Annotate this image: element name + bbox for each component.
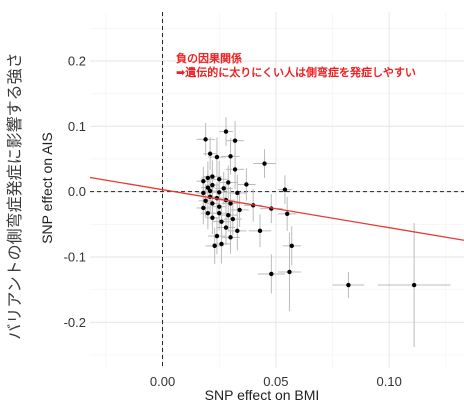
data-point: [282, 187, 288, 192]
data-point: [285, 211, 290, 217]
y-tick-label: 0.2: [68, 53, 86, 68]
plot-panel: [90, 12, 464, 368]
data-point: [221, 186, 226, 191]
data-point: [219, 219, 224, 224]
x-tick-label: 0.00: [150, 374, 175, 389]
y-tick-label: 0.0: [68, 184, 86, 199]
data-point: [214, 233, 220, 239]
data-point: [257, 228, 263, 234]
data-point: [203, 137, 208, 142]
y-tick-label: 0.1: [68, 119, 86, 134]
data-point: [205, 175, 211, 181]
data-point: [223, 225, 229, 230]
x-tick-label: 0.10: [377, 374, 402, 389]
regression-line: [89, 176, 464, 241]
data-point: [346, 282, 351, 288]
data-point: [203, 198, 208, 203]
data-point: [228, 201, 233, 206]
data-point: [228, 235, 233, 240]
data-point: [226, 180, 231, 185]
data-point: [210, 215, 215, 220]
data-point: [232, 138, 238, 143]
data-point: [289, 243, 294, 249]
x-axis-title: SNP effect on BMI: [205, 387, 320, 403]
data-point: [226, 212, 231, 218]
x-tick-label: 0.05: [263, 374, 288, 389]
data-point: [235, 228, 240, 234]
annotation-line-1: 負の因果関係: [176, 51, 242, 65]
data-point: [201, 190, 206, 196]
data-point: [212, 243, 217, 249]
data-point: [232, 167, 238, 172]
data-point: [205, 185, 211, 190]
data-point: [217, 190, 222, 195]
data-point: [223, 129, 229, 134]
data-point: [201, 178, 206, 184]
data-point: [237, 207, 242, 213]
data-point: [269, 271, 274, 277]
data-point: [411, 282, 417, 288]
data-point: [219, 241, 224, 247]
data-point: [217, 204, 222, 209]
outer-vertical-label: バリアントの側弯症発症に影響する強さ: [5, 52, 24, 339]
data-point: [244, 182, 249, 187]
data-point: [207, 188, 213, 194]
data-point: [210, 201, 215, 206]
y-tick-label: -0.1: [64, 249, 86, 264]
data-point: [210, 182, 215, 188]
data-point: [287, 269, 292, 275]
data-point: [235, 190, 240, 196]
data-point: [210, 174, 215, 179]
y-tick-label: -0.2: [64, 315, 86, 330]
data-point: [217, 210, 222, 216]
data-point: [205, 210, 211, 216]
data-point: [214, 154, 220, 160]
y-axis-title: SNP effect on AIS: [39, 132, 55, 244]
data-point: [230, 216, 235, 222]
data-point: [217, 177, 222, 182]
data-point: [201, 205, 206, 211]
annotation-line-2: ➡遺伝的に太りにくい人は側弯症を発症しやすい: [176, 65, 416, 79]
data-point: [262, 161, 267, 166]
data-point: [207, 151, 213, 156]
data-point: [228, 154, 233, 159]
